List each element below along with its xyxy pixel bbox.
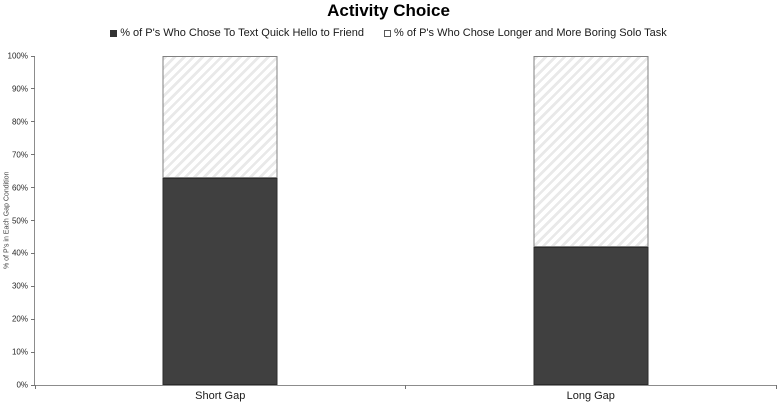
- y-tick-mark: [31, 351, 35, 353]
- legend: % of P's Who Chose To Text Quick Hello t…: [0, 27, 777, 39]
- chart-title: Activity Choice: [327, 1, 450, 20]
- y-tick-label: 10%: [11, 347, 28, 357]
- stacked-bar-short-gap: [162, 56, 278, 385]
- y-tick-mark: [31, 121, 35, 123]
- plot-area: 0% 10% 20% 30% 40% 50% 60% 70% 80% 90% 100% Short …: [8, 52, 777, 402]
- x-tick-mark: [775, 385, 777, 389]
- legend-item-solo-task: % of P's Who Chose Longer and More Borin…: [384, 27, 667, 39]
- bar-segment-hatch: [533, 56, 649, 247]
- filled-square-icon: [110, 29, 118, 37]
- y-tick-label: 20%: [11, 314, 28, 324]
- legend-item-text-friend: % of P's Who Chose To Text Quick Hello t…: [110, 27, 364, 39]
- y-tick-label: 40%: [11, 248, 28, 258]
- open-square-icon: [384, 29, 392, 37]
- x-tick-mark: [405, 385, 406, 389]
- y-tick-mark: [31, 55, 35, 57]
- y-tick-mark: [31, 384, 35, 386]
- x-category-label: Short Gap: [195, 390, 246, 402]
- bar-segment-solid: [533, 246, 649, 385]
- y-tick-label: 100%: [7, 51, 28, 61]
- bar-segment-solid: [162, 177, 278, 385]
- y-tick-label: 70%: [11, 150, 28, 160]
- y-tick-mark: [31, 187, 35, 189]
- legend-label-solo-task: % of P's Who Chose Longer and More Borin…: [394, 27, 667, 39]
- y-tick-label: 30%: [11, 281, 28, 291]
- y-tick-label: 60%: [11, 183, 28, 193]
- y-tick-label: 50%: [11, 216, 28, 225]
- y-tick-mark: [31, 220, 35, 221]
- y-tick-label: 0%: [16, 380, 28, 390]
- y-tick-mark: [31, 252, 35, 254]
- y-tick-mark: [31, 285, 35, 287]
- legend-label-text-friend: % of P's Who Chose To Text Quick Hello t…: [120, 27, 365, 39]
- y-tick-mark: [31, 154, 35, 156]
- bar-segment-hatch: [162, 56, 278, 178]
- stacked-bar-long-gap: [533, 56, 649, 385]
- x-tick-mark: [34, 385, 36, 389]
- y-tick-label: 80%: [11, 117, 28, 127]
- y-tick-mark: [31, 88, 35, 90]
- x-category-label: Long Gap: [566, 390, 615, 402]
- y-tick-label: 90%: [11, 84, 28, 94]
- y-tick-mark: [31, 318, 35, 320]
